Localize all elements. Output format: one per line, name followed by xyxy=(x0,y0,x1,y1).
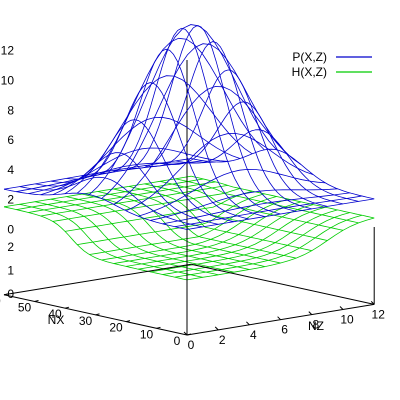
nz-tick-label: 10 xyxy=(340,313,354,327)
nz-tick-label: 2 xyxy=(219,333,226,347)
nz-tick-mark xyxy=(277,316,281,321)
nz-tick-mark xyxy=(214,326,219,331)
upper-surface-layer xyxy=(3,24,375,230)
p-surface-mesh-line-nz xyxy=(175,129,359,202)
nx-tick-label: 40 xyxy=(48,307,62,321)
h-surface-mesh-line-nz xyxy=(35,201,219,276)
p-surface-mesh-line-nz xyxy=(19,176,203,228)
nz-tick-label: 4 xyxy=(250,328,257,342)
p-surface-mesh-line-nz xyxy=(35,152,219,225)
legend-entry-label: H(X,Z) xyxy=(292,65,327,79)
nx-axis-label: NX xyxy=(48,313,65,327)
p-surface-mesh-line-nx xyxy=(52,116,241,196)
nz-tick-mark xyxy=(183,331,188,336)
p-surface-mesh-line-nz xyxy=(81,48,266,217)
upper-scale-tick-label: 10 xyxy=(1,74,15,88)
nz-tick-mark xyxy=(308,311,313,315)
nz-tick-label: 0 xyxy=(188,338,195,352)
upper-scale-tick-label: 12 xyxy=(1,44,15,58)
upper-scale-tick-label: 6 xyxy=(7,133,14,147)
nx-tick-label: 20 xyxy=(109,321,123,335)
p-surface-mesh-line-nz xyxy=(128,41,312,210)
axis-ticks: 0246810120120102030405060024681012NXNZ xyxy=(0,44,385,352)
nz-tick-mark xyxy=(370,301,375,305)
lower-scale-tick-label: 0 xyxy=(7,287,14,301)
nx-tick-mark xyxy=(34,300,39,302)
nz-tick-label: 8 xyxy=(312,318,319,332)
nz-tick-label: 12 xyxy=(372,307,386,321)
p-surface-mesh-line-nz xyxy=(113,25,297,212)
h-surface-mesh-line-nz xyxy=(159,180,344,231)
h-surface-mesh-line-nz xyxy=(97,191,281,264)
legend: P(X,Z)H(X,Z) xyxy=(292,50,372,79)
upper-scale-tick-label: 0 xyxy=(7,223,14,237)
p-surface-mesh-line-nz xyxy=(159,101,344,205)
p-surface-mesh-line-nz xyxy=(3,188,188,230)
h-surface-mesh-line-nz xyxy=(191,175,375,219)
p-surface-mesh-line-nx xyxy=(186,198,375,230)
nx-tick-mark xyxy=(64,306,70,309)
h-surface-mesh-line-nz xyxy=(66,196,250,270)
p-surface-mesh-line-nz xyxy=(144,69,328,207)
upper-scale-tick-label: 2 xyxy=(7,193,14,207)
p-surface-mesh-line-nx xyxy=(16,160,204,193)
nz-tick-label: 6 xyxy=(281,323,288,337)
base-frame-edge xyxy=(191,263,375,305)
p-surface-mesh-line-nz xyxy=(191,148,375,200)
base-frame-edge xyxy=(3,263,192,296)
nx-tick-mark xyxy=(156,326,161,329)
lower-surface-layer xyxy=(3,175,375,281)
nx-tick-mark xyxy=(3,293,9,296)
h-surface-mesh-line-nz xyxy=(144,183,328,241)
nx-tick-label: 0 xyxy=(174,334,181,348)
nx-tick-label: 50 xyxy=(18,301,32,315)
lower-scale-tick-label: 2 xyxy=(7,240,14,254)
h-surface-mesh-line-nz xyxy=(50,198,234,273)
h-surface-mesh-line-nz xyxy=(113,188,297,259)
p-surface-mesh-line-nx xyxy=(76,37,265,194)
nz-tick-mark xyxy=(339,306,344,310)
h-surface-mesh-line-nz xyxy=(19,203,203,278)
h-surface-mesh-line-nz xyxy=(81,193,266,267)
legend-entry-label: P(X,Z) xyxy=(292,50,327,64)
nx-tick-label: 30 xyxy=(79,314,93,328)
nx-tick-label: 60 xyxy=(0,294,1,308)
nz-axis-label: NZ xyxy=(308,319,324,333)
lower-scale-tick-label: 1 xyxy=(7,264,14,278)
nx-tick-mark xyxy=(95,313,100,316)
nx-tick-mark xyxy=(186,333,192,336)
nz-tick-mark xyxy=(246,321,250,326)
h-surface-mesh-line-nx xyxy=(77,193,265,245)
nx-tick-mark xyxy=(125,320,131,323)
h-surface-mesh-line-nz xyxy=(3,206,188,281)
p-surface-mesh-line-nz xyxy=(66,82,250,220)
upper-scale-tick-label: 8 xyxy=(7,103,14,117)
upper-scale-tick-label: 4 xyxy=(7,163,14,177)
nx-tick-label: 10 xyxy=(140,327,154,341)
